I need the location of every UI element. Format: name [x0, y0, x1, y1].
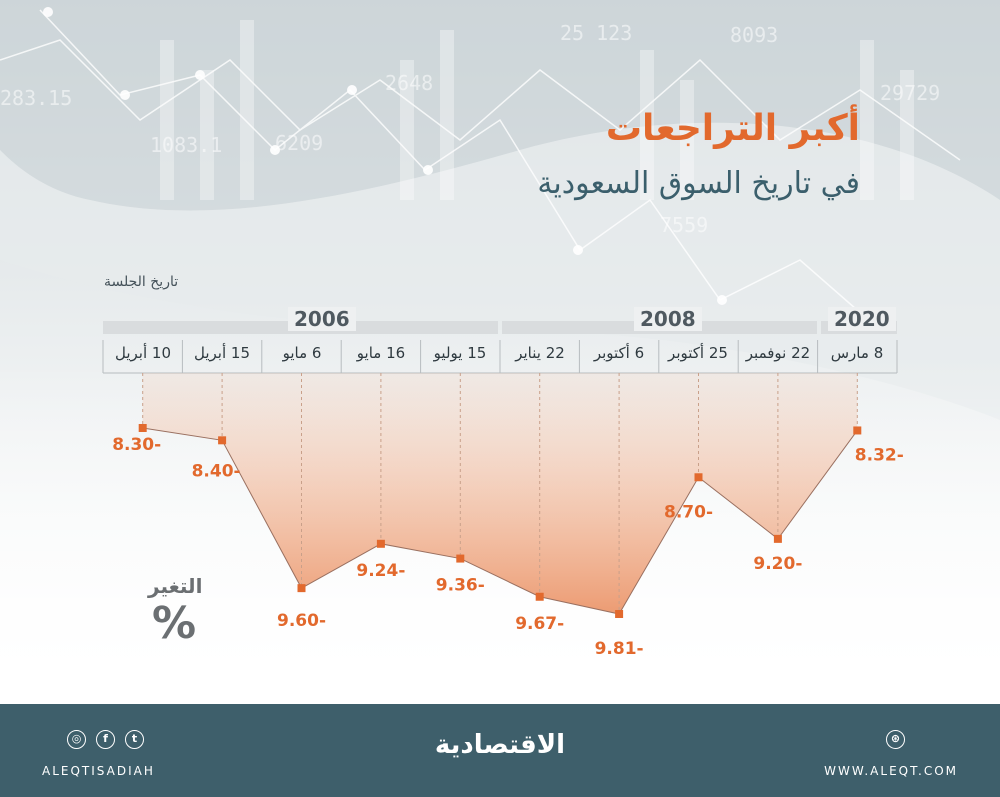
data-point	[853, 426, 862, 435]
svg-text:29729: 29729	[880, 81, 940, 105]
svg-text:25 123: 25 123	[560, 21, 632, 45]
y-axis-title: التغير	[148, 574, 203, 598]
chart-title: أكبر التراجعات	[605, 108, 860, 149]
data-label: 9.67-	[515, 614, 564, 634]
tick-label: 22 يناير	[515, 344, 565, 362]
data-point	[456, 554, 465, 563]
tick-label: 8 مارس	[830, 344, 884, 362]
data-label: 9.24-	[356, 561, 405, 581]
area-chart: 8.30- 8.40- 9.60- 9.24- 9.36- 9.67- 9.81- 8.70-…	[102, 340, 904, 659]
instagram-icon[interactable]: ◎	[67, 730, 86, 749]
tick-label: 15 أبريل	[193, 344, 250, 362]
data-label: 8.32-	[855, 445, 904, 465]
data-label: 8.40-	[192, 461, 241, 481]
tick-label: 22 نوفمبر	[745, 344, 811, 362]
svg-text:283.15: 283.15	[0, 86, 72, 110]
data-point	[694, 473, 703, 482]
data-label: 9.81-	[595, 639, 644, 659]
chart-subtitle: في تاريخ السوق السعودية	[537, 166, 860, 201]
svg-text:8093: 8093	[730, 23, 778, 47]
tick-label: 15 يوليو	[433, 344, 487, 362]
data-point	[615, 610, 624, 618]
dribbble-icon[interactable]: ⊛	[886, 730, 905, 749]
year-label-2020: 2020	[822, 307, 902, 331]
twitter-icon[interactable]: t	[125, 730, 144, 749]
data-point	[297, 584, 306, 593]
data-point	[138, 424, 147, 432]
svg-text:2648: 2648	[385, 71, 433, 95]
area-fill	[142, 373, 858, 614]
tick-label: 16 مايو	[356, 344, 406, 362]
y-axis-unit: %	[152, 598, 197, 649]
tick-label: 25 أكتوبر	[668, 344, 728, 362]
data-label: 8.70-	[664, 502, 713, 522]
data-point	[376, 539, 385, 548]
footer-bar	[0, 704, 1000, 797]
x-axis-title: تاريخ الجلسة	[104, 274, 179, 290]
tick-label: 6 مايو	[282, 344, 322, 362]
svg-text:7559: 7559	[660, 213, 708, 237]
footer-logo: الاقتصادية	[434, 730, 566, 760]
tick-label: 6 أكتوبر	[593, 344, 645, 362]
data-point	[773, 534, 782, 543]
year-label-2008: 2008	[628, 307, 708, 331]
year-label-2006: 2006	[282, 307, 362, 331]
data-point	[535, 592, 544, 601]
data-label: 9.20-	[753, 554, 802, 574]
svg-text:6209: 6209	[275, 131, 323, 155]
footer-handle[interactable]: ALEQTISADIAH	[42, 764, 155, 778]
data-point	[218, 436, 227, 445]
series-line	[142, 427, 858, 615]
tick-label: 10 أبريل	[114, 344, 171, 362]
svg-text:1083.1: 1083.1	[150, 133, 222, 157]
footer-website[interactable]: WWW.ALEQT.COM	[824, 764, 958, 778]
facebook-icon[interactable]: f	[96, 730, 115, 749]
data-label: 9.36-	[436, 576, 485, 596]
data-label: 9.60-	[277, 611, 326, 631]
data-label: 8.30-	[112, 435, 161, 455]
